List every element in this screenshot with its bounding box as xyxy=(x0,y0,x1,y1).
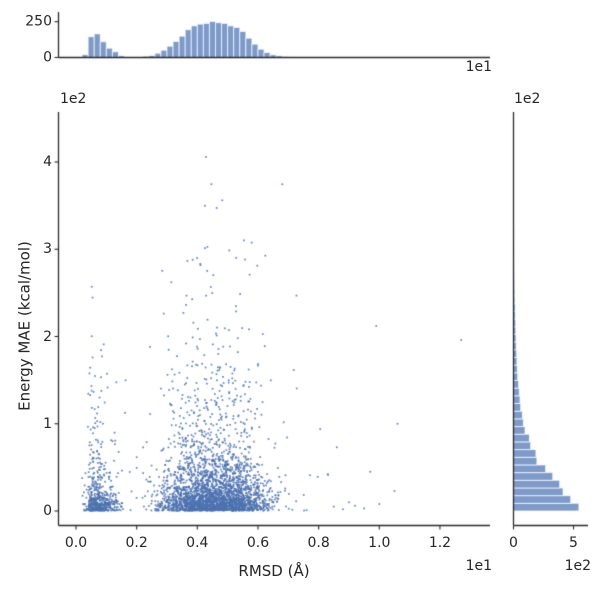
y-axis-offset-label: 1e2 xyxy=(60,91,87,107)
x-tick-label: 0.8 xyxy=(307,535,330,551)
x-axis-label: RMSD (Å) xyxy=(238,562,310,580)
x-tick-label: 0.2 xyxy=(125,535,148,551)
right-hist-x-offset-label: 1e2 xyxy=(564,558,591,574)
y-tick-label: 0 xyxy=(43,503,52,519)
x-tick-label: 1.2 xyxy=(428,535,452,551)
y-tick-label: 2 xyxy=(43,328,52,345)
y-axis-label: Energy MAE (kcal/mol) xyxy=(15,241,34,411)
y-tick-label: 1 xyxy=(43,415,52,432)
x-tick-label: 0.4 xyxy=(186,535,209,551)
x-tick-label: 0.0 xyxy=(64,535,88,551)
right-hist-y-offset-label: 1e2 xyxy=(514,91,541,107)
x-tick-label: 1.0 xyxy=(368,535,391,551)
y-tick-label: 4 xyxy=(43,154,52,170)
top-hist-y-tick-label: 250 xyxy=(25,12,52,29)
x-tick-label: 0.6 xyxy=(246,535,270,551)
y-tick-label: 3 xyxy=(43,241,52,258)
top-hist-x-offset-label: 1e1 xyxy=(465,59,492,75)
right-hist-x-tick-label: 5 xyxy=(569,535,578,551)
top-hist-y-tick-label: 0 xyxy=(43,48,52,65)
right-hist-x-tick-label: 0 xyxy=(509,535,518,551)
x-axis-offset-label: 1e1 xyxy=(465,558,492,574)
